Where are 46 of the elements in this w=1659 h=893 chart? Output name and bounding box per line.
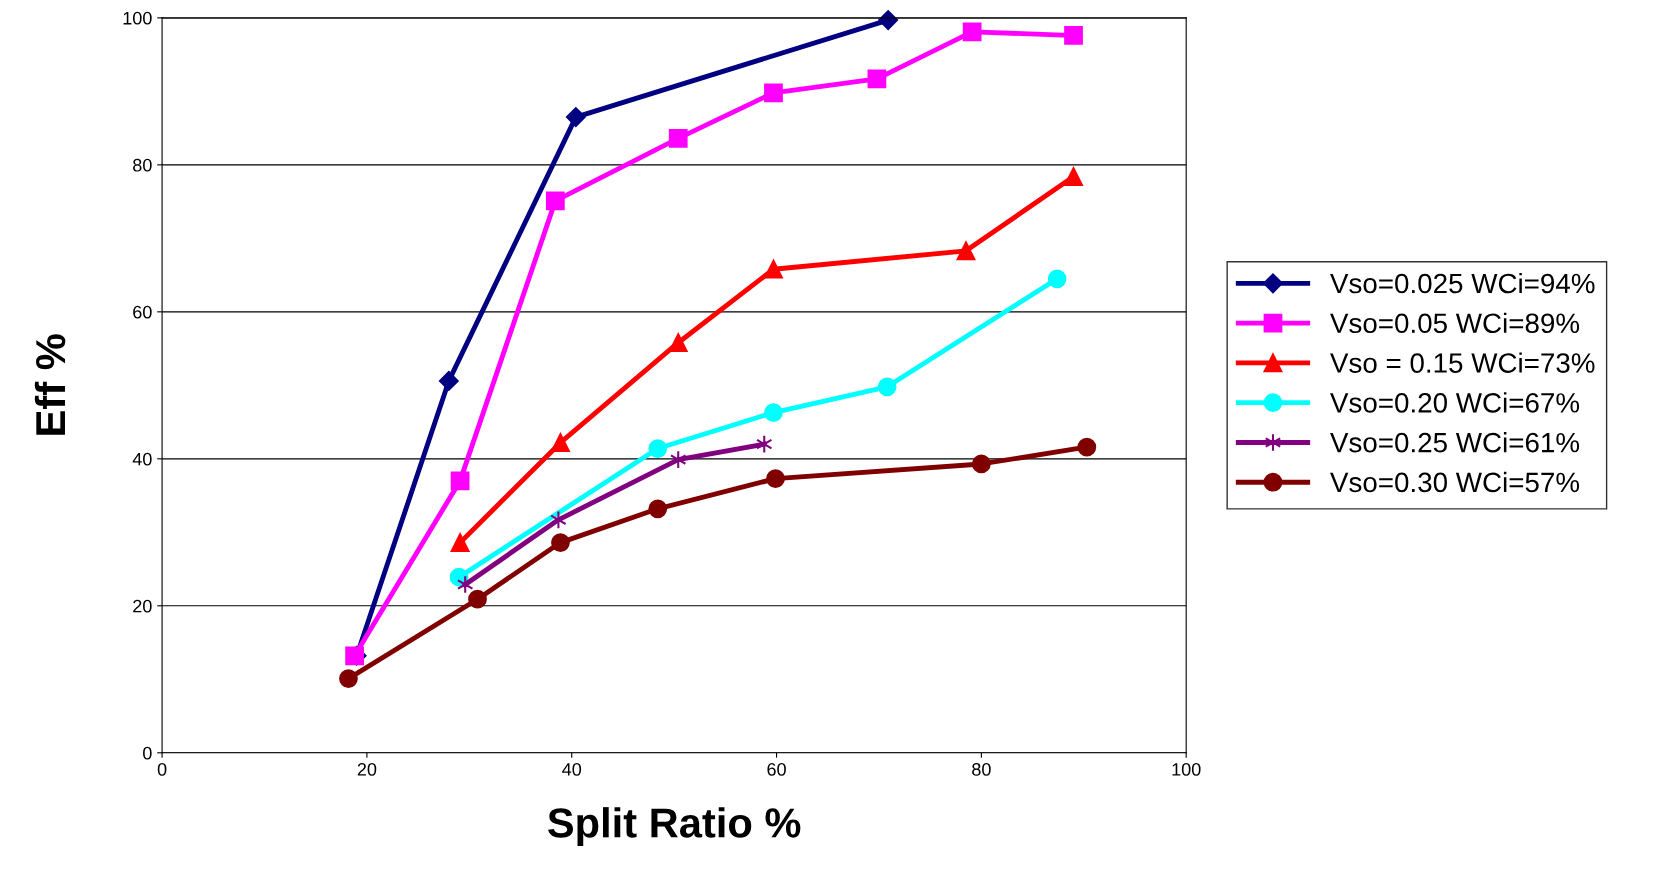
legend-label: Vso=0.30 WCi=57% [1330,471,1580,493]
point [962,22,982,42]
y-tick-label: 20 [133,599,152,613]
legend-label: Vso=0.20 WCi=67% [1330,392,1580,413]
point [468,589,487,609]
point [545,191,565,211]
point [877,377,897,397]
x-tick-label: 20 [357,763,377,776]
x-tick-label: 60 [767,763,786,776]
point [1064,167,1083,186]
y-axis-title: Eff % [34,334,66,435]
x-tick-label: 40 [562,763,582,776]
point [1077,437,1097,457]
legend-label: Vso=0.05 WCi=89% [1330,312,1580,334]
point [764,259,783,279]
x-tick-label: 80 [972,763,991,776]
point [551,533,570,552]
point [339,669,358,688]
legend-label: Vso = 0.15 WCi=73% [1330,352,1595,373]
x-tick-label: 0 [157,763,167,776]
y-tick-label: 0 [143,746,152,760]
y-tick-label: 80 [133,158,152,172]
point [551,433,570,453]
point [764,403,783,422]
x-axis-title: Split Ratio % [548,807,801,846]
point [648,439,668,458]
y-tick-label: 60 [133,305,152,319]
point [648,499,668,519]
point [764,83,783,103]
y-tick-label: 40 [132,452,152,466]
legend-label: Vso=0.025 WCi=94% [1330,272,1595,294]
point [450,533,470,552]
point [565,107,586,127]
point [1047,269,1067,289]
y-tick-label: 100 [123,11,152,25]
x-tick-label: 100 [1172,763,1201,776]
point [1064,26,1083,45]
point [450,471,470,491]
legend-label: Vso=0.25 WCi=61% [1330,432,1580,453]
point [867,69,887,89]
point [766,469,785,489]
point [956,241,976,261]
point [971,454,991,474]
point [438,371,459,391]
point [668,129,688,148]
point [668,333,688,353]
